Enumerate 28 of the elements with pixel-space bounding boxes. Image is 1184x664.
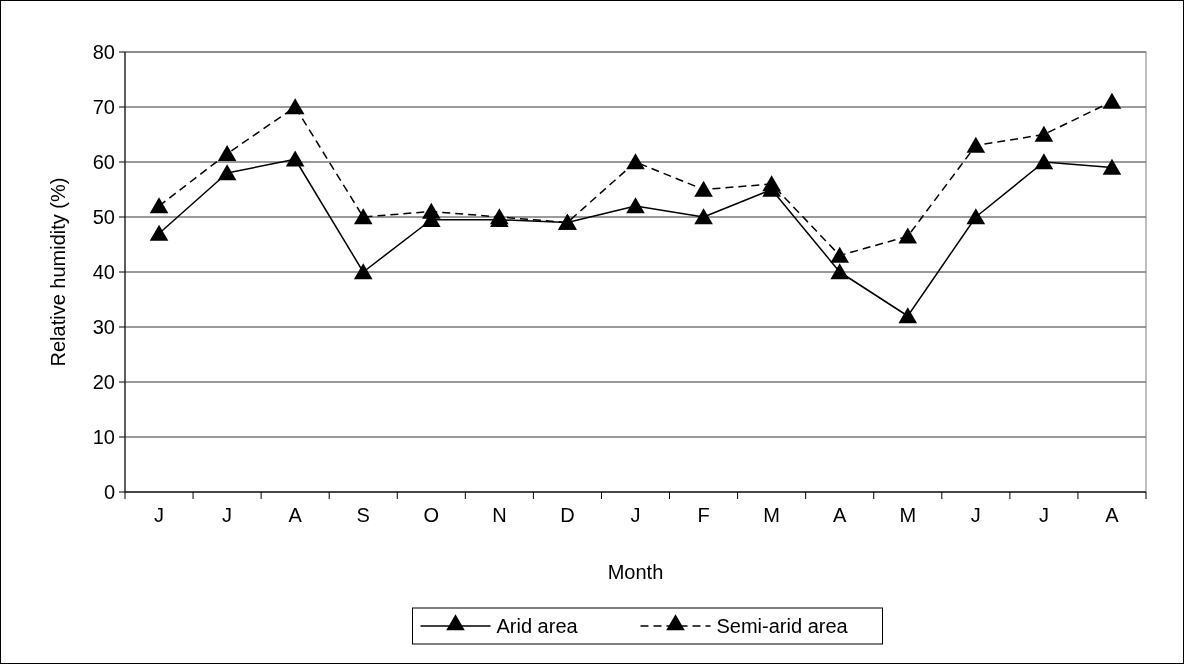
x-tick-label: J <box>222 504 233 526</box>
x-tick-label: S <box>356 504 370 526</box>
x-tick-label: O <box>423 504 440 526</box>
y-tick-label: 40 <box>92 261 115 283</box>
y-tick-label: 80 <box>92 41 115 63</box>
x-tick-label: A <box>288 504 303 526</box>
y-tick-label: 0 <box>103 481 115 503</box>
legend-label: Semi-arid area <box>716 615 849 637</box>
x-tick-label: M <box>763 504 780 526</box>
y-tick-label: 60 <box>92 151 115 173</box>
x-tick-label: A <box>833 504 848 526</box>
x-tick-label: A <box>1105 504 1120 526</box>
y-tick-label: 10 <box>92 426 115 448</box>
y-tick-label: 70 <box>92 96 115 118</box>
y-tick-label: 50 <box>92 206 115 228</box>
y-tick-label: 20 <box>92 371 115 393</box>
x-axis-title: Month <box>607 561 664 583</box>
x-tick-label: F <box>697 504 710 526</box>
x-tick-label: M <box>899 504 917 526</box>
x-tick-label: J <box>970 504 981 526</box>
x-tick-label: J <box>1038 504 1049 526</box>
x-tick-label: J <box>154 504 165 526</box>
y-tick-label: 30 <box>92 316 115 338</box>
x-tick-label: J <box>630 504 641 526</box>
x-tick-label: D <box>560 504 575 526</box>
legend-label: Arid area <box>496 615 579 637</box>
x-tick-label: N <box>492 504 507 526</box>
y-axis-title: Relative humidity (%) <box>47 177 69 367</box>
